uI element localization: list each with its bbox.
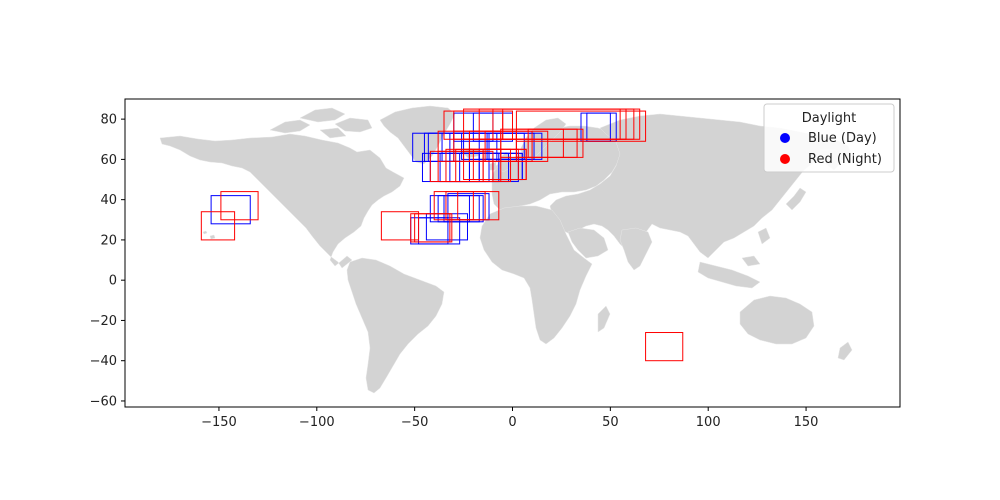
night-box-1 [200, 211, 236, 241]
day-box-0 [210, 195, 251, 225]
day-box-6 [443, 195, 484, 223]
x-tick-label: 100 [696, 415, 721, 430]
legend-marker-red [780, 154, 790, 164]
legend-marker-blue [780, 133, 790, 143]
x-axis: −150 −100 −50 0 50 100 150 [201, 407, 818, 430]
y-tick-label: −60 [90, 394, 117, 409]
southeast-asia-islands [697, 227, 771, 289]
night-box-4 [414, 213, 453, 243]
madagascar [597, 305, 611, 333]
y-tick-label: 0 [109, 274, 117, 289]
legend-label-night: Red (Night) [808, 152, 882, 167]
arctic-islands [269, 107, 373, 139]
land-basemap [159, 105, 853, 394]
y-tick-label: −40 [90, 354, 117, 369]
legend-frame [763, 103, 895, 173]
x-tick-label: 0 [508, 415, 516, 430]
y-tick-label: −20 [90, 314, 117, 329]
x-tick-label: −100 [299, 415, 335, 430]
x-tick-label: 50 [602, 415, 619, 430]
x-tick-label: −150 [201, 415, 237, 430]
night-box-27 [502, 108, 641, 140]
arabian-peninsula [567, 227, 609, 259]
night-box-28 [515, 110, 647, 142]
indian-subcontinent [619, 227, 653, 271]
north-america-landmass [159, 133, 405, 269]
south-america-landmass [346, 257, 445, 394]
x-tick-label: −50 [401, 415, 428, 430]
night-box-0 [220, 191, 259, 221]
y-tick-label: 20 [100, 233, 117, 248]
bounding-boxes [200, 108, 684, 362]
hawaii-islands [202, 230, 216, 240]
day-box-16 [486, 132, 543, 160]
night-box-14 [482, 148, 527, 181]
new-zealand [837, 341, 853, 361]
night-box-7 [457, 191, 500, 221]
legend-title: Daylight [802, 111, 856, 126]
x-tick-label: 150 [794, 415, 819, 430]
japan [785, 187, 807, 211]
night-box-2 [380, 211, 420, 241]
y-tick-label: 60 [100, 153, 117, 168]
legend: Daylight Blue (Day) Red (Night) [763, 103, 895, 173]
y-tick-label: 40 [100, 193, 117, 208]
legend-label-day: Blue (Day) [808, 131, 877, 146]
y-axis: −60 −40 −20 0 20 40 60 80 [90, 113, 125, 409]
australia [739, 295, 815, 345]
y-tick-label: 80 [100, 113, 117, 128]
night-box-21 [527, 128, 584, 158]
night-box-29 [645, 332, 684, 362]
africa-landmass [479, 205, 593, 345]
